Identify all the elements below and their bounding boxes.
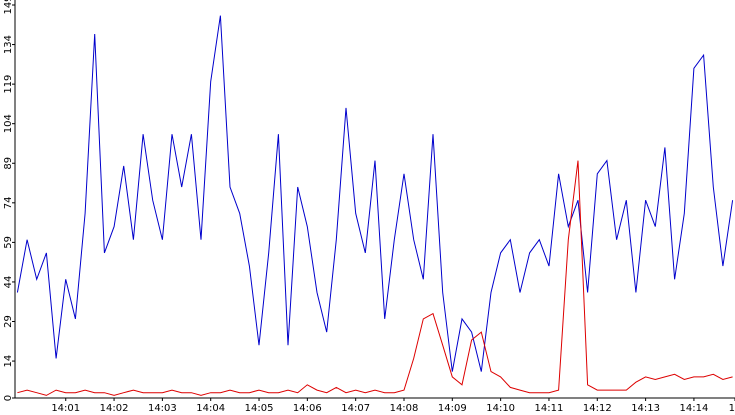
x-tick-label: 14:09 xyxy=(438,403,467,414)
y-tick-label: 89 xyxy=(3,157,14,170)
y-tick-label: 104 xyxy=(3,114,14,133)
y-tick-label: 74 xyxy=(3,196,14,209)
x-tick-label: 14:10 xyxy=(486,403,515,414)
y-tick-label: 134 xyxy=(3,35,14,54)
x-tick-label: 14:13 xyxy=(631,403,660,414)
x-tick-label: 14:07 xyxy=(341,403,370,414)
x-tick-label: 14 xyxy=(729,403,735,414)
y-tick-label: 119 xyxy=(3,75,14,94)
y-tick-label: 149 xyxy=(3,0,14,15)
x-tick-label: 14:06 xyxy=(293,403,322,414)
y-tick-label: 59 xyxy=(3,236,14,249)
series-line xyxy=(16,15,734,372)
y-tick-label: 0 xyxy=(3,395,14,401)
x-tick-label: 14:02 xyxy=(100,403,129,414)
x-tick-label: 14:08 xyxy=(390,403,419,414)
x-tick-label: 14:14 xyxy=(680,403,709,414)
y-tick-label: 29 xyxy=(3,315,14,328)
series-line xyxy=(17,160,733,396)
x-tick-label: 14:03 xyxy=(148,403,177,414)
x-tick-label: 14:05 xyxy=(245,403,274,414)
x-tick-label: 14:04 xyxy=(196,403,225,414)
y-tick-label: 44 xyxy=(3,276,14,289)
x-tick-label: 14:11 xyxy=(535,403,564,414)
x-tick-label: 14:12 xyxy=(583,403,612,414)
y-tick-label: 14 xyxy=(3,355,14,368)
x-tick-label: 14:01 xyxy=(51,403,80,414)
